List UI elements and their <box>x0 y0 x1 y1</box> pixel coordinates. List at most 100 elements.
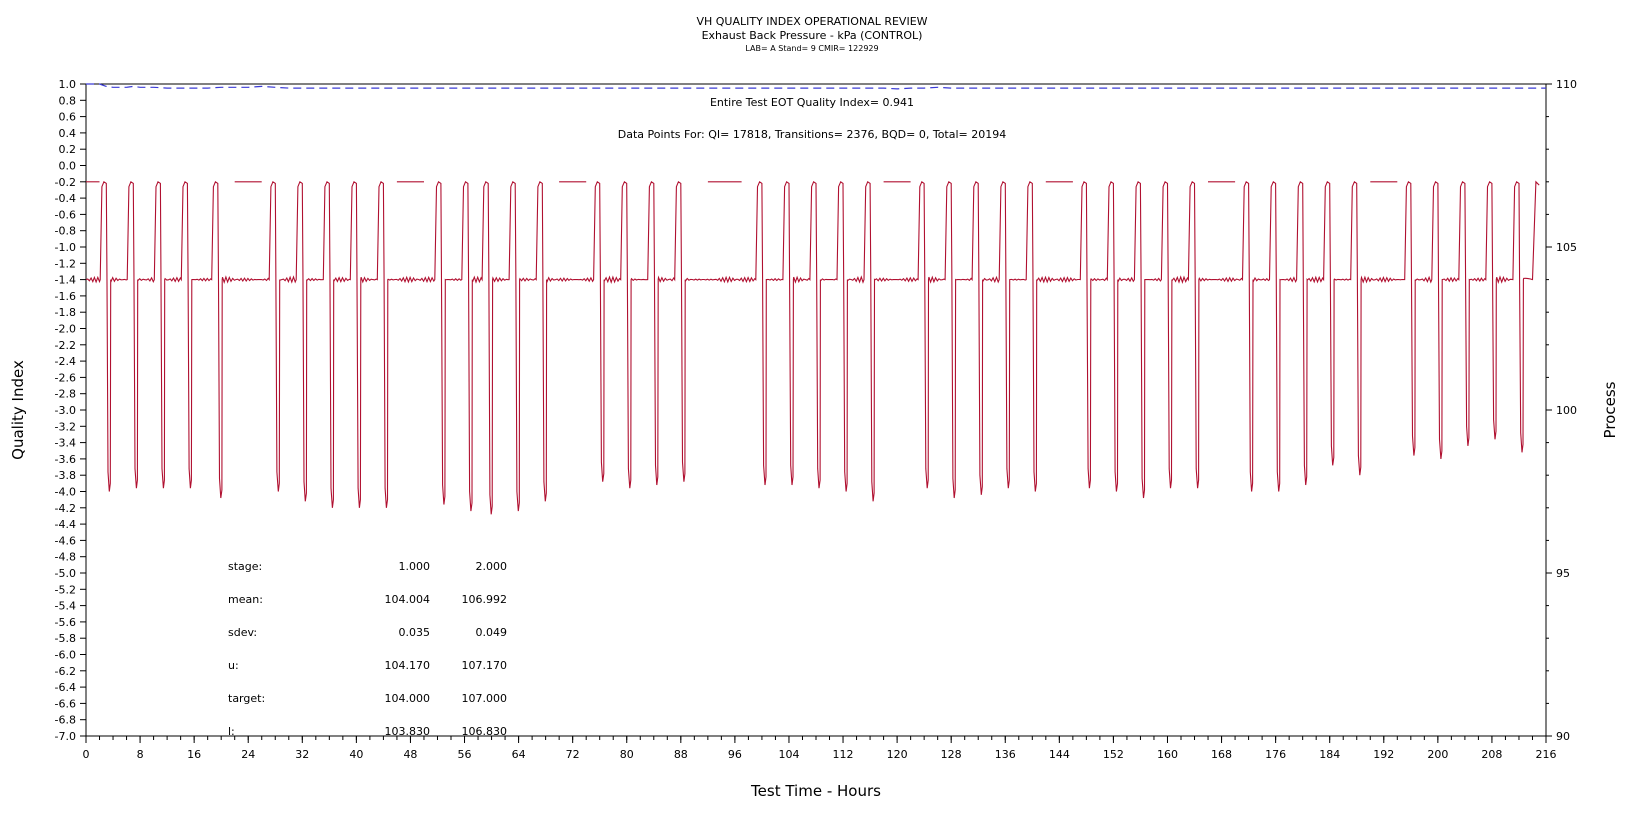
left-tick-label: -4.0 <box>55 486 76 499</box>
stats-stage1-value: 1.000 <box>399 560 431 573</box>
x-axis: 0 8 16 24 32 40 48 56 64 72 80 88 96 104 112 120 128 136 1… <box>83 736 1557 761</box>
left-tick-label: -6.8 <box>55 714 76 727</box>
x-tick-label: 128 <box>941 748 962 761</box>
stats-stage1-value: 0.035 <box>399 626 431 639</box>
x-tick-label: 208 <box>1481 748 1502 761</box>
x-tick-label: 40 <box>349 748 363 761</box>
left-tick-label: -5.4 <box>55 600 76 613</box>
left-tick-label: -2.4 <box>55 355 76 368</box>
x-tick-label: 96 <box>728 748 742 761</box>
right-tick-label: 95 <box>1556 567 1570 580</box>
series-layer <box>85 83 1546 515</box>
left-tick-label: -2.0 <box>55 323 76 336</box>
left-tick-label: -6.6 <box>55 697 76 710</box>
left-tick-label: -0.6 <box>55 208 76 221</box>
left-tick-label: -2.2 <box>55 339 76 352</box>
left-tick-label: -1.4 <box>55 274 76 287</box>
x-tick-label: 0 <box>83 748 90 761</box>
quality-index-series <box>86 83 1546 90</box>
x-tick-label: 200 <box>1427 748 1448 761</box>
x-tick-label: 152 <box>1103 748 1124 761</box>
x-tick-label: 216 <box>1536 748 1557 761</box>
right-tick-label: 90 <box>1556 730 1570 743</box>
stats-table: stage: 1.000 2.000 mean: 104.004 106.992 sdev:… <box>228 560 507 738</box>
left-tick-label: -1.8 <box>55 306 76 319</box>
x-tick-label: 8 <box>137 748 144 761</box>
left-tick-label: -1.2 <box>55 257 76 270</box>
left-tick-label: -4.4 <box>55 518 76 531</box>
left-tick-label: -0.4 <box>55 192 76 205</box>
x-tick-label: 176 <box>1265 748 1286 761</box>
chart-title: VH QUALITY INDEX OPERATIONAL REVIEW <box>696 15 927 28</box>
stats-label: target: <box>228 692 265 705</box>
stats-stage1-value: 103.830 <box>385 725 431 738</box>
left-tick-label: -4.6 <box>55 534 76 547</box>
right-axis: 110 105 100 95 90 <box>1546 78 1577 743</box>
left-tick-label: -3.4 <box>55 437 76 450</box>
left-tick-label: -5.8 <box>55 632 76 645</box>
left-tick-label: 0.6 <box>59 111 77 124</box>
left-tick-label: -3.0 <box>55 404 76 417</box>
stats-stage2-value: 0.049 <box>476 626 508 639</box>
right-axis-label: Process <box>1601 381 1619 438</box>
left-tick-label: -3.2 <box>55 420 76 433</box>
x-tick-label: 192 <box>1373 748 1394 761</box>
stats-stage1-value: 104.004 <box>385 593 431 606</box>
stats-stage2-value: 107.000 <box>462 692 508 705</box>
x-tick-label: 120 <box>887 748 908 761</box>
x-tick-label: 72 <box>566 748 580 761</box>
left-tick-label: -0.2 <box>55 176 76 189</box>
x-tick-label: 80 <box>620 748 634 761</box>
left-tick-label: -4.8 <box>55 551 76 564</box>
x-tick-label: 16 <box>187 748 201 761</box>
stats-stage2-value: 106.992 <box>462 593 508 606</box>
stats-label: u: <box>228 659 239 672</box>
x-tick-label: 112 <box>833 748 854 761</box>
left-tick-label: -6.0 <box>55 649 76 662</box>
left-tick-label: -1.0 <box>55 241 76 254</box>
data-points-note: Data Points For: QI= 17818, Transitions=… <box>618 128 1007 141</box>
stats-label: stage: <box>228 560 262 573</box>
x-tick-label: 160 <box>1157 748 1178 761</box>
left-tick-label: -3.8 <box>55 469 76 482</box>
process-series <box>85 180 1540 515</box>
x-tick-label: 184 <box>1319 748 1340 761</box>
left-tick-label: -2.6 <box>55 371 76 384</box>
x-axis-label: Test Time - Hours <box>750 782 881 800</box>
left-tick-label: 0.8 <box>59 94 77 107</box>
left-axis: 1.0 0.8 0.6 0.4 0.2 0.0 -0.2 -0.4 -0.6 -0.8 -1.0 -1… <box>55 78 86 743</box>
x-tick-label: 88 <box>674 748 688 761</box>
x-tick-label: 136 <box>995 748 1016 761</box>
x-tick-label: 168 <box>1211 748 1232 761</box>
right-tick-label: 100 <box>1556 404 1577 417</box>
x-tick-label: 144 <box>1049 748 1070 761</box>
left-tick-label: 0.4 <box>59 127 77 140</box>
left-tick-label: 1.0 <box>59 78 77 91</box>
left-tick-label: -4.2 <box>55 502 76 515</box>
x-tick-label: 48 <box>403 748 417 761</box>
stats-stage1-value: 104.000 <box>385 692 431 705</box>
left-tick-label: -1.6 <box>55 290 76 303</box>
left-tick-label: 0.0 <box>59 160 77 173</box>
stats-label: mean: <box>228 593 263 606</box>
x-tick-label: 56 <box>458 748 472 761</box>
stats-stage2-value: 107.170 <box>462 659 508 672</box>
right-tick-label: 105 <box>1556 241 1577 254</box>
left-tick-label: -2.8 <box>55 388 76 401</box>
left-tick-label: 0.2 <box>59 143 77 156</box>
x-tick-label: 104 <box>778 748 799 761</box>
x-tick-label: 64 <box>512 748 526 761</box>
left-tick-label: -7.0 <box>55 730 76 743</box>
lab-stand-line: LAB= A Stand= 9 CMIR= 122929 <box>745 44 878 53</box>
chart-subtitle: Exhaust Back Pressure - kPa (CONTROL) <box>702 29 923 42</box>
left-tick-label: -5.0 <box>55 567 76 580</box>
stats-label: l: <box>228 725 235 738</box>
x-tick-label: 32 <box>295 748 309 761</box>
stats-stage2-value: 2.000 <box>476 560 508 573</box>
eot-quality-index-note: Entire Test EOT Quality Index= 0.941 <box>710 96 914 109</box>
stats-stage2-value: 106.830 <box>462 725 508 738</box>
left-tick-label: -6.2 <box>55 665 76 678</box>
left-tick-label: -6.4 <box>55 681 76 694</box>
stats-stage1-value: 104.170 <box>385 659 431 672</box>
